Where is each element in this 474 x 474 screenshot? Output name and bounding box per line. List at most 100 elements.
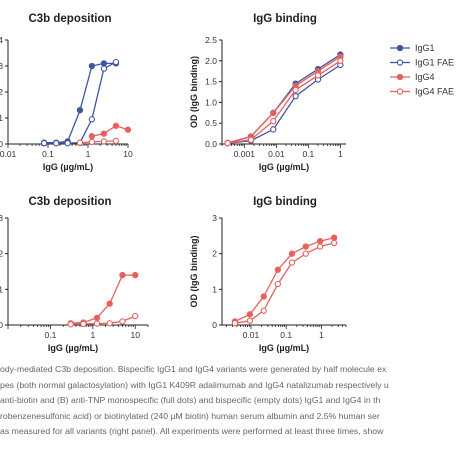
data-point bbox=[88, 133, 96, 140]
data-point bbox=[100, 65, 108, 72]
x-tick-label: 1 bbox=[338, 149, 343, 159]
panel-title: IgG binding bbox=[253, 196, 317, 208]
data-point bbox=[270, 109, 277, 116]
y-tick-label: 1 bbox=[212, 284, 217, 294]
data-point bbox=[100, 60, 108, 67]
caption-line: anti-biotin and (B) anti-TNP monospecifi… bbox=[0, 395, 381, 406]
series-line bbox=[91, 125, 129, 137]
y-tick-label: 1 bbox=[0, 284, 3, 294]
data-point bbox=[247, 136, 255, 143]
panel-top-left: C3b deposition 0 1 2 3 4 0.01 0.1 1 10 IgG (µg/mL) bbox=[0, 13, 133, 172]
series-line bbox=[227, 64, 341, 144]
y-tick-label: 4 bbox=[0, 35, 3, 45]
x-tick-label: 0.01 bbox=[268, 149, 285, 159]
data-point bbox=[88, 62, 96, 70]
data-point bbox=[270, 126, 277, 133]
caption-line: ody-mediated C3b deposition. Bispecific … bbox=[0, 364, 387, 374]
x-axis-label: IgG (µg/mL) bbox=[48, 343, 98, 353]
panel-top-right: IgG binding 0.0 0.5 1.0 1.5 2.0 2.5 0.001 0.01 0.… bbox=[189, 13, 346, 172]
data-point bbox=[246, 311, 254, 318]
x-tick-label: 1 bbox=[319, 330, 324, 340]
y-axis-label: OD (IgG binding) bbox=[189, 56, 199, 128]
data-point bbox=[292, 93, 299, 100]
x-tick-label: 1 bbox=[86, 149, 91, 159]
y-tick-label: 2 bbox=[0, 249, 3, 259]
caption-line: robenzenesulfonic acid) or biotinylated … bbox=[0, 410, 380, 421]
data-point bbox=[93, 314, 101, 322]
series-line bbox=[227, 56, 341, 144]
data-point bbox=[316, 243, 324, 250]
legend: IgG1 IgG1 FAE IgG4 IgG4 FAE bbox=[390, 43, 454, 97]
data-point bbox=[316, 238, 324, 245]
legend-marker bbox=[396, 73, 404, 81]
data-point bbox=[76, 139, 84, 146]
panel-bottom-right: IgG binding 0 1 2 3 0.01 0.1 1 IgG (µg/mL) OD (Ig… bbox=[189, 196, 347, 353]
y-tick-label: 3 bbox=[0, 213, 3, 223]
panel-title: C3b deposition bbox=[28, 13, 111, 25]
y-tick-label: 3 bbox=[0, 61, 3, 71]
y-tick-label: 0 bbox=[0, 320, 3, 330]
series-line bbox=[79, 140, 117, 144]
data-point bbox=[302, 243, 309, 250]
data-point bbox=[119, 318, 126, 325]
x-tick-label: 0.1 bbox=[42, 149, 54, 159]
data-point bbox=[274, 280, 282, 288]
data-point bbox=[270, 117, 277, 125]
x-axis-label: IgG (µg/mL) bbox=[259, 343, 309, 353]
data-point bbox=[106, 300, 113, 307]
data-point bbox=[88, 138, 96, 146]
y-tick-label: 2.5 bbox=[205, 35, 217, 45]
data-point bbox=[132, 312, 139, 320]
y-tick-label: 3 bbox=[212, 213, 217, 223]
data-point bbox=[292, 86, 299, 94]
panel-title: IgG binding bbox=[253, 13, 317, 25]
data-point bbox=[64, 140, 71, 147]
data-point bbox=[274, 266, 282, 273]
data-point bbox=[224, 140, 231, 147]
y-tick-label: 0 bbox=[212, 320, 217, 330]
data-point bbox=[80, 320, 87, 328]
data-point bbox=[124, 126, 132, 133]
data-point bbox=[112, 137, 120, 145]
data-point bbox=[119, 271, 126, 279]
x-tick-label: 1 bbox=[90, 330, 95, 340]
x-tick-label: 10 bbox=[130, 330, 140, 340]
x-tick-label: 0.1 bbox=[302, 149, 314, 159]
data-point bbox=[88, 116, 96, 123]
series-line bbox=[227, 60, 341, 144]
y-tick-label: 1 bbox=[0, 113, 3, 123]
series-line bbox=[234, 236, 335, 322]
data-point bbox=[112, 122, 120, 129]
data-point bbox=[330, 234, 338, 241]
x-tick-label: 0.001 bbox=[234, 149, 256, 159]
data-point bbox=[100, 138, 108, 145]
panel-title: C3b deposition bbox=[28, 196, 111, 208]
legend-marker bbox=[396, 88, 404, 95]
figure-caption: ody-mediated C3b deposition. Bispecific … bbox=[0, 362, 474, 440]
x-tick-label: 10 bbox=[123, 149, 133, 159]
data-point bbox=[330, 239, 338, 247]
panel-bottom-left: C3b deposition 0 1 2 3 0.1 1 10 IgG (µg/mL) bbox=[0, 196, 149, 353]
data-point bbox=[106, 320, 113, 327]
data-point bbox=[100, 130, 108, 137]
y-axis-label: OD (IgG binding) bbox=[189, 236, 199, 308]
legend-label: IgG1 FAE bbox=[415, 58, 454, 68]
y-tick-label: 2 bbox=[0, 87, 3, 97]
y-tick-label: 1.5 bbox=[205, 77, 217, 87]
y-tick-label: 0 bbox=[0, 139, 3, 149]
data-point bbox=[314, 72, 322, 79]
data-point bbox=[53, 140, 60, 147]
y-tick-label: 2.0 bbox=[205, 56, 217, 66]
series-line bbox=[70, 274, 136, 324]
caption-line: pes (both normal galactosylation) with I… bbox=[0, 379, 389, 390]
x-tick-label: 0.1 bbox=[44, 330, 56, 340]
data-point bbox=[93, 320, 101, 327]
data-point bbox=[337, 57, 344, 64]
data-point bbox=[302, 250, 309, 257]
y-tick-label: 0.0 bbox=[205, 139, 217, 149]
x-tick-label: 0.1 bbox=[280, 330, 292, 340]
data-point bbox=[40, 140, 48, 147]
data-point bbox=[246, 317, 254, 324]
data-point bbox=[67, 321, 74, 328]
